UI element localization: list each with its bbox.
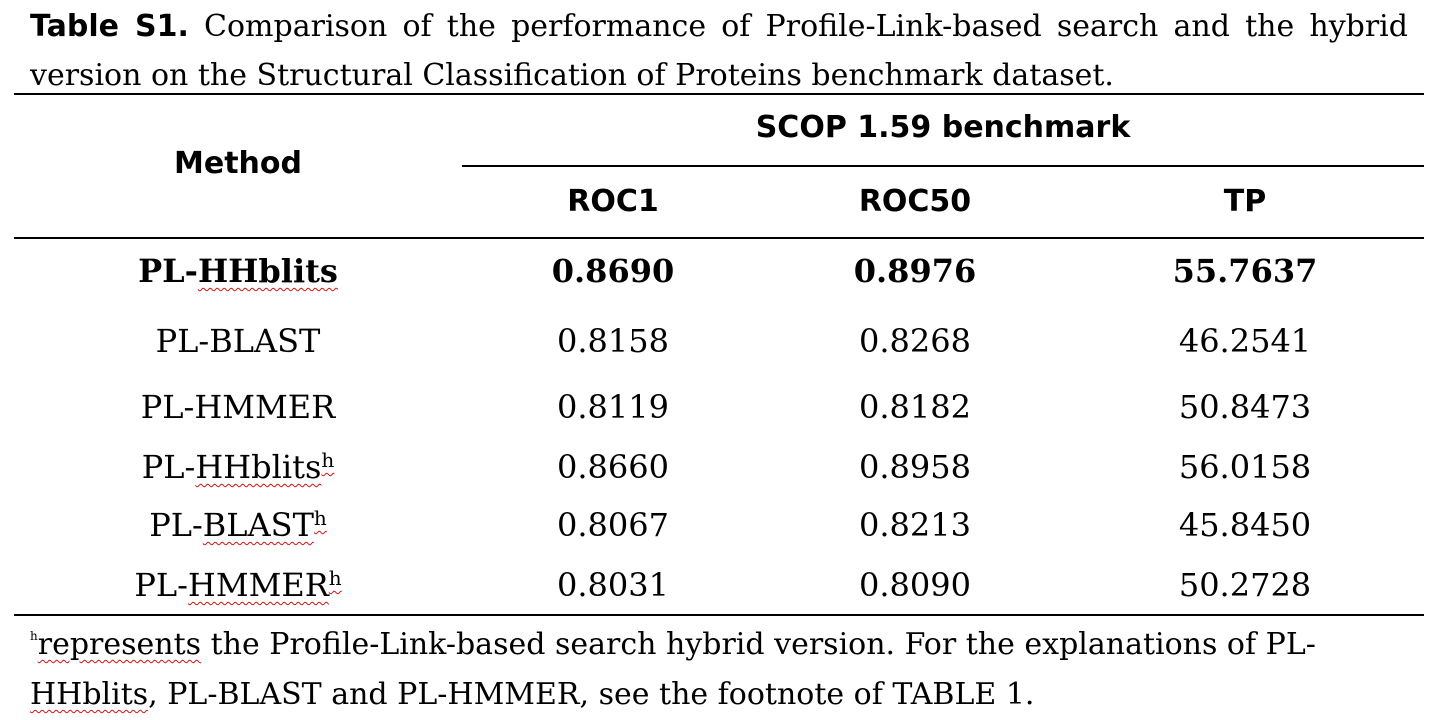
method-header: Method [174, 146, 302, 181]
row-method-name: PL-HMMER [14, 388, 462, 426]
column-header-roc50: ROC50 [858, 184, 972, 219]
row-method-name: PL-HHblitsh [14, 448, 462, 486]
roc50-value: 0.8268 [859, 322, 971, 360]
footnote: hrepresents the Profile-Link-based searc… [30, 620, 1410, 720]
tp-value: 56.0158 [1178, 448, 1312, 486]
caption-label: Table S1. [30, 9, 189, 44]
group-header-rule [462, 165, 1424, 167]
footnote-superscript: h [30, 629, 38, 643]
roc1-value: 0.8660 [557, 448, 669, 486]
method-prefix: PL- [149, 506, 203, 544]
method-name: BLAST [202, 506, 314, 544]
row-method-name: PL-BLAST [14, 322, 462, 360]
tp-value: 45.8450 [1178, 506, 1312, 544]
table-caption: Table S1. Comparison of the performance … [30, 2, 1408, 100]
roc1-value: 0.8067 [557, 506, 669, 544]
row-method-name: PL-HHblits [14, 252, 462, 290]
footnote-lead-word-2: HHblits [30, 677, 149, 712]
method-name: HMMER [187, 566, 329, 604]
roc50-value: 0.8182 [859, 388, 971, 426]
row-method-name: PL-HMMERh [14, 566, 462, 604]
method-name: HHblits [195, 448, 322, 486]
tp-value: 50.2728 [1178, 566, 1312, 604]
roc1-value: 0.8119 [557, 388, 669, 426]
roc50-value: 0.8090 [859, 566, 971, 604]
tp-value: 50.8473 [1178, 388, 1312, 426]
method-prefix: PL- [134, 566, 188, 604]
hybrid-superscript: h [321, 448, 335, 472]
group-header: SCOP 1.59 benchmark [755, 110, 1131, 145]
roc1-value: 0.8158 [557, 322, 669, 360]
method-prefix: PL- [141, 448, 196, 486]
roc50-value: 0.8976 [853, 252, 977, 290]
footnote-lead-word: represents [37, 627, 202, 662]
roc50-value: 0.8213 [859, 506, 971, 544]
roc50-value: 0.8958 [859, 448, 971, 486]
table-bottom-rule [14, 614, 1424, 616]
method-name: PL-BLAST [155, 322, 321, 360]
row-method-name: PL-BLASTh [14, 506, 462, 544]
method-name: HHblits [197, 252, 338, 290]
footnote-text-1: the Profile-Link-based search hybrid ver… [201, 627, 1316, 662]
column-header-tp: TP [1223, 184, 1267, 219]
column-header-roc1: ROC1 [567, 184, 659, 219]
footnote-text-2: , PL-BLAST and PL-HMMER, see the footnot… [148, 677, 1035, 712]
roc1-value: 0.8690 [551, 252, 675, 290]
caption-text: Comparison of the performance of Profile… [30, 9, 1408, 93]
tp-value: 55.7637 [1172, 252, 1318, 290]
hybrid-superscript: h [328, 566, 342, 590]
table-top-rule [14, 93, 1424, 95]
header-bottom-rule [14, 237, 1424, 239]
roc1-value: 0.8031 [557, 566, 669, 604]
method-name: PL-HMMER [140, 388, 336, 426]
method-prefix: PL- [138, 252, 198, 290]
hybrid-superscript: h [313, 506, 327, 530]
tp-value: 46.2541 [1178, 322, 1312, 360]
